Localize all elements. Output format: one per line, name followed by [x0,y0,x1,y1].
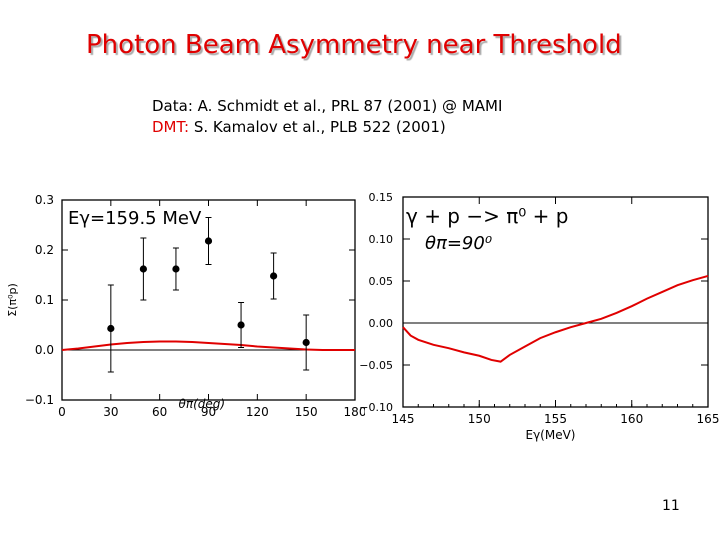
data-point [302,338,310,347]
data-ref-text: A. Schmidt et al., PRL 87 (2001) @ MAMI [197,97,503,115]
reaction-annotation: γ + p −> π⁰ + p [406,204,568,228]
angle-annotation: θπ=90⁰ [425,233,492,254]
x-tick-label: 60 [152,405,167,419]
dmt-ref-label: DMT: [152,118,190,136]
y-tick-label: −0.1 [25,393,54,407]
data-ref-label: Data: [152,97,193,115]
x-tick-label: 180 [344,405,365,419]
data-point [107,324,115,333]
y-tick-label: −0.05 [359,359,393,372]
x-axis-label: Eγ(MeV) [526,428,576,442]
energy-asymmetry-chart: 145 150 155 160 165 −0.10 −0.05 0.00 0.05 0.10 0.1… [359,191,720,442]
data-point [204,237,213,245]
x-tick-label: 150 [468,412,491,426]
dmt-curve [402,274,709,363]
data-point [172,265,180,273]
y-tick-label: 0.00 [369,317,394,330]
y-tick-label: 0.15 [369,191,394,204]
y-tick-label: 0.2 [35,243,54,257]
y-tick-label: −0.10 [359,401,393,414]
angular-asymmetry-chart: 0 30 60 90 120 150 180 −0.1 0.0 0.1 0.2 0.3 θπ(deg) Σ… [6,193,365,419]
slide-number: 11 [662,498,680,514]
references: Data: A. Schmidt et al., PRL 87 (2001) @… [152,96,502,138]
x-axis-label: θπ(deg) [179,397,226,411]
dmt-ref-text: S. Kamalov et al., PLB 522 (2001) [193,118,446,136]
data-point [270,272,278,280]
x-tick-label: 30 [103,405,118,419]
data-reference: Data: A. Schmidt et al., PRL 87 (2001) @… [152,96,502,117]
x-tick-label: 165 [697,412,720,426]
data-point [237,321,245,329]
x-tick-label: 120 [246,405,269,419]
dmt-curve [61,340,355,351]
x-tick-label: 145 [392,412,415,426]
y-tick-label: 0.0 [35,343,54,357]
y-axis-label: Σ(π⁰p) [6,283,19,317]
data-point [139,265,147,273]
y-tick-label: 0.3 [35,193,54,207]
x-tick-label: 150 [295,405,318,419]
slide-title: Photon Beam Asymmetry near Threshold [86,30,622,60]
dmt-reference: DMT: S. Kamalov et al., PLB 522 (2001) [152,117,502,138]
x-tick-label: 160 [620,412,643,426]
x-tick-label: 90 [201,405,216,419]
y-tick-label: 0.05 [369,275,394,288]
y-tick-label: 0.1 [35,293,54,307]
plot-frame [402,196,709,408]
y-tick-label: 0.10 [369,233,394,246]
energy-annotation: Eγ=159.5 MeV [68,208,202,229]
x-tick-label: 0 [58,405,66,419]
x-tick-label: 155 [544,412,567,426]
